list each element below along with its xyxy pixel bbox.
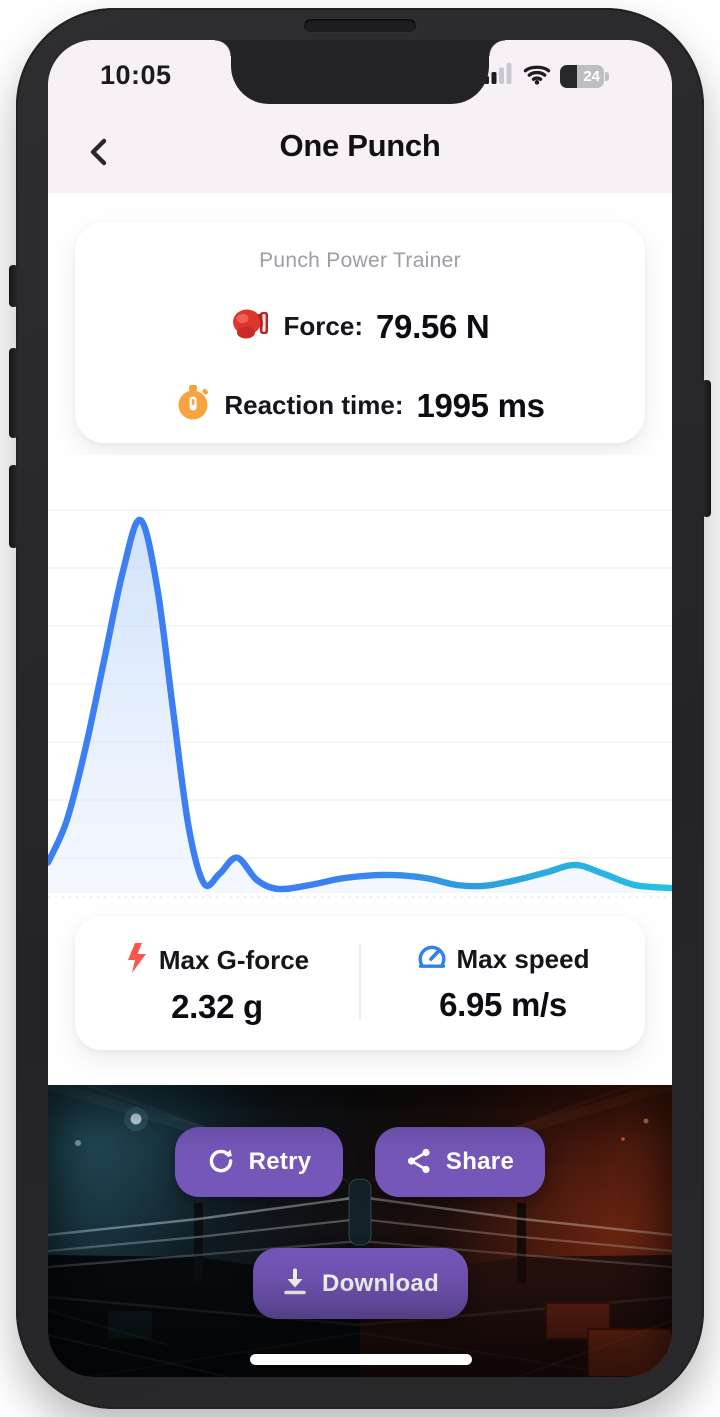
gforce-value: 2.32 g: [171, 988, 263, 1025]
wifi-icon: [523, 63, 551, 90]
nav-bar: One Punch: [48, 120, 672, 184]
download-icon: [282, 1268, 308, 1299]
earpiece-speaker: [304, 19, 416, 32]
boxing-ring-illustration: Retry Share: [48, 1085, 672, 1377]
reaction-value: 1995 ms: [416, 386, 545, 424]
share-icon: [406, 1147, 432, 1178]
volume-down-button: [9, 465, 18, 548]
download-label: Download: [321, 1269, 440, 1297]
refresh-icon: [207, 1147, 235, 1178]
retry-button[interactable]: Retry: [175, 1127, 343, 1197]
status-time: 10:05: [100, 60, 172, 90]
status-bar: 10:05: [48, 54, 672, 98]
share-label: Share: [445, 1148, 515, 1175]
signal-icon: [484, 62, 514, 90]
download-button[interactable]: Download: [253, 1248, 468, 1319]
phone-frame: 10:05: [9, 8, 711, 1409]
back-button[interactable]: [78, 132, 120, 174]
speed-stat: Max speed 6.95 m/s: [361, 942, 645, 1050]
force-value: 79.56 N: [375, 307, 490, 345]
reaction-label: Reaction time:: [224, 390, 404, 420]
trainer-card-title: Punch Power Trainer: [259, 249, 461, 272]
reaction-row: Reaction time: 1995 ms: [175, 384, 545, 427]
battery-cap: [605, 71, 609, 81]
gforce-stat: Max G-force 2.32 g: [75, 942, 359, 1050]
bolt-icon: [125, 942, 149, 979]
speed-value: 6.95 m/s: [439, 986, 567, 1023]
mute-switch: [9, 265, 18, 307]
timer-icon: [175, 384, 211, 427]
battery-icon: 24: [560, 64, 609, 88]
notch: [215, 40, 505, 104]
boxing-ring-art: [48, 1085, 672, 1377]
punch-force-chart: [48, 455, 672, 900]
share-button[interactable]: Share: [375, 1127, 545, 1197]
home-indicator[interactable]: [250, 1354, 472, 1365]
force-row: Force: 79.56 N: [231, 306, 490, 347]
battery-percent: 24: [583, 67, 600, 85]
gforce-label: Max G-force: [158, 945, 310, 975]
trainer-card: Punch Power Trainer Force: 79.56: [75, 222, 645, 443]
gauge-icon: [417, 942, 447, 977]
battery-fill: [560, 64, 577, 88]
volume-up-button: [9, 348, 18, 438]
speed-label: Max speed: [456, 944, 590, 974]
power-button: [702, 380, 711, 517]
force-label: Force:: [283, 311, 363, 341]
retry-label: Retry: [248, 1148, 312, 1175]
boxing-glove-icon: [231, 306, 271, 347]
phone-screen: 10:05: [48, 40, 672, 1377]
chevron-left-icon: [86, 138, 112, 171]
stats-card: Max G-force 2.32 g Max: [75, 917, 645, 1050]
stats-divider: [359, 944, 361, 1020]
page-title: One Punch: [279, 128, 441, 163]
